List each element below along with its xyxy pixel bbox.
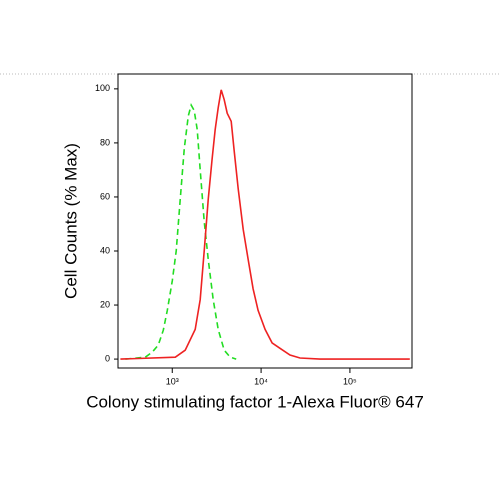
x-tick-label: 10⁵ — [343, 376, 357, 386]
y-tick-label: 40 — [100, 245, 110, 255]
y-tick-label: 100 — [95, 83, 110, 93]
y-tick-label: 60 — [100, 191, 110, 201]
y-tick-label: 80 — [100, 137, 110, 147]
y-tick-label: 0 — [105, 353, 110, 363]
series-line — [120, 89, 410, 360]
y-tick-label: 20 — [100, 299, 110, 309]
y-axis-label: Cell Counts (% Max) — [61, 143, 80, 299]
plot-frame — [117, 73, 413, 369]
x-tick-label: 10³ — [166, 376, 179, 386]
x-tick-label: 10⁴ — [254, 376, 268, 386]
series-line — [125, 102, 237, 360]
x-axis-label: Colony stimulating factor 1-Alexa Fluor®… — [86, 392, 424, 411]
